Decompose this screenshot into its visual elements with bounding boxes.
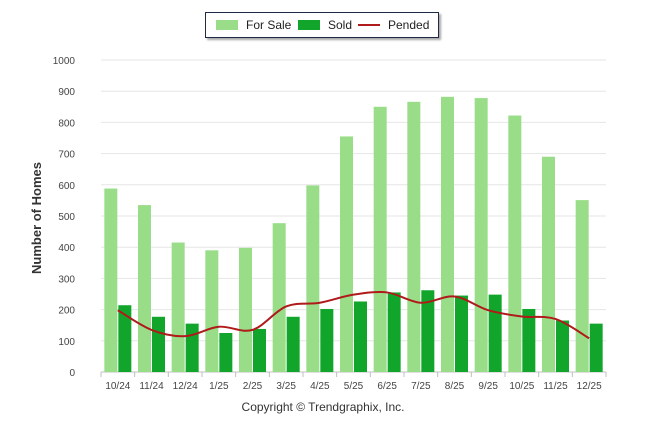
x-tick-label: 11/24	[139, 381, 164, 392]
point-pended	[116, 309, 119, 312]
bar-sold	[387, 292, 401, 372]
point-pended	[217, 325, 220, 328]
copyright-text: Copyright © Trendgraphix, Inc.	[241, 400, 405, 414]
point-pended	[588, 337, 591, 340]
x-tick-label: 3/25	[276, 381, 296, 392]
x-tick-label: 10/25	[509, 381, 534, 392]
point-pended	[520, 315, 523, 318]
legend-swatch-pended	[358, 24, 380, 26]
y-tick-label: 600	[58, 181, 75, 192]
y-tick-label: 700	[58, 150, 75, 161]
bar-sold	[118, 305, 132, 372]
y-tick-label: 0	[69, 368, 75, 379]
y-tick-label: 800	[58, 118, 75, 129]
x-tick-label: 1/25	[209, 381, 229, 392]
legend-swatch-sold	[298, 20, 320, 30]
bar-for-sale	[239, 247, 252, 372]
x-tick-label: 2/25	[243, 381, 263, 392]
legend-swatch-for-sale	[216, 20, 238, 30]
y-tick-label: 100	[58, 337, 75, 348]
x-tick-label: 4/25	[310, 381, 330, 392]
y-tick-label: 200	[58, 306, 75, 317]
point-pended	[487, 309, 490, 312]
bar-for-sale	[340, 136, 353, 372]
bar-for-sale	[205, 250, 219, 372]
x-tick-label: 5/25	[344, 381, 364, 392]
pended-line	[116, 290, 591, 340]
bar-sold	[488, 294, 502, 372]
bar-sold	[556, 320, 569, 372]
y-axis-ticks: 0 100 200 300 400 500 600 700 800 900 1000	[53, 56, 76, 379]
bar-for-sale	[575, 200, 589, 372]
bar-sold	[253, 328, 266, 372]
y-tick-label: 500	[58, 212, 75, 223]
x-tick-label: 8/25	[445, 381, 465, 392]
point-pended	[419, 301, 422, 304]
bar-for-sale	[373, 106, 387, 373]
x-tick-label: 11/25	[543, 381, 568, 392]
point-pended	[285, 305, 288, 308]
point-pended	[386, 291, 389, 294]
bar-for-sale	[474, 98, 488, 373]
bar-for-sale	[104, 188, 118, 372]
bar-sold	[320, 308, 334, 372]
bar-for-sale	[542, 156, 555, 372]
legend-label-sold: Sold	[328, 18, 353, 32]
y-tick-label: 300	[58, 274, 75, 285]
bar-sold	[286, 316, 300, 372]
bar-for-sale	[407, 101, 421, 373]
point-pended	[184, 335, 187, 338]
bar-sold	[522, 308, 536, 372]
bar-sold	[421, 290, 435, 372]
legend-label-for-sale: For Sale	[246, 18, 292, 32]
point-pended	[251, 328, 254, 331]
x-tick-label: 6/25	[377, 381, 397, 392]
y-tick-label: 1000	[53, 56, 76, 67]
point-pended	[318, 301, 321, 304]
bar-sold	[589, 323, 603, 372]
bar-for-sale	[272, 223, 286, 372]
bar-sold	[219, 333, 233, 372]
point-pended	[352, 293, 355, 296]
point-pended	[554, 317, 557, 320]
x-tick-label: 7/25	[411, 381, 431, 392]
x-tick-label: 12/24	[173, 381, 198, 392]
x-tick-label: 12/25	[577, 381, 602, 392]
y-tick-label: 400	[58, 243, 75, 254]
chart-legend: For Sale Sold Pended	[205, 12, 439, 38]
bar-sold	[152, 316, 165, 372]
grid-lines	[101, 59, 606, 373]
bar-for-sale	[138, 205, 151, 372]
bar-for-sale	[306, 185, 320, 372]
point-pended	[453, 295, 456, 298]
point-pended	[150, 328, 153, 331]
bar-for-sale	[441, 96, 454, 372]
y-tick-label: 900	[58, 87, 75, 98]
bar-sold	[354, 301, 367, 372]
line-pended	[117, 290, 590, 340]
x-axis-ticks: 10/24 11/24 12/24 1/25 2/25 3/25 4/25 5/25 6/25 7…	[100, 372, 607, 392]
x-tick-label: 10/24	[105, 381, 130, 392]
y-axis-label: Number of Homes	[29, 162, 44, 274]
bars	[104, 96, 603, 373]
x-tick-label: 9/25	[478, 381, 498, 392]
legend-label-pended: Pended	[388, 18, 430, 32]
bar-sold	[455, 295, 468, 372]
bar-for-sale	[508, 115, 522, 372]
bar-for-sale	[171, 242, 185, 372]
bar-sold	[185, 323, 199, 372]
